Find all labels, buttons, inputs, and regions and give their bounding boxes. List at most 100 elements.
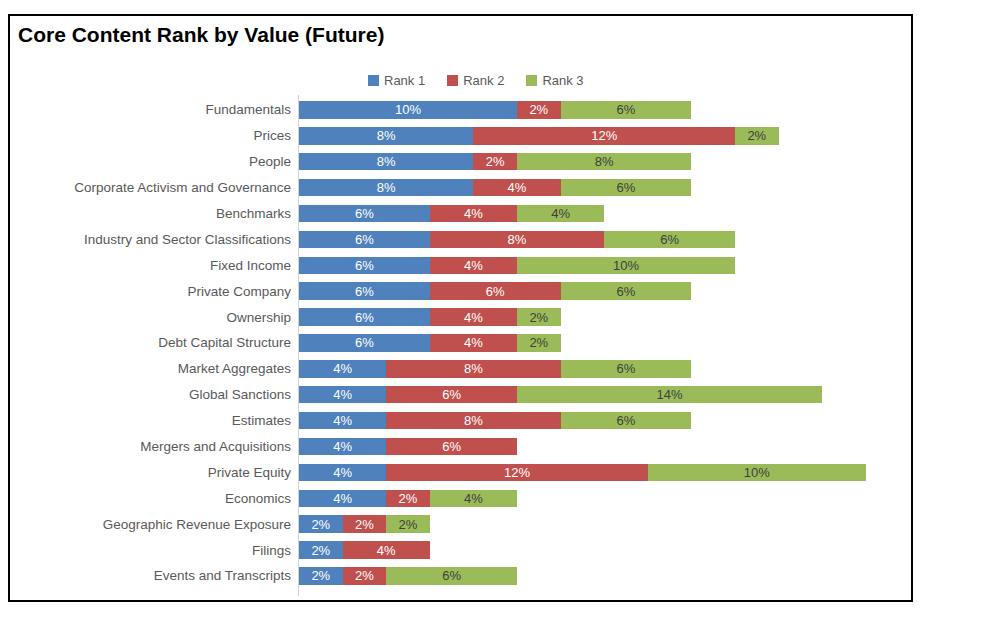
bar-segment-rank-2: 8% [386, 412, 560, 430]
bar-segment-rank-3: 6% [386, 567, 517, 585]
bar-stack: 8%2%8% [299, 153, 691, 171]
chart-page: Core Content Rank by Value (Future) Rank… [0, 0, 993, 619]
category-label: Debt Capital Structure [10, 335, 299, 350]
bar-segment-rank-3: 6% [561, 282, 692, 300]
bar-segment-rank-1: 4% [299, 438, 386, 456]
category-label: Mergers and Acquisitions [10, 439, 299, 454]
category-label: Industry and Sector Classifications [10, 232, 299, 247]
value-label: 12% [504, 465, 530, 480]
bar-segment-rank-3: 6% [561, 412, 692, 430]
chart-row: Market Aggregates4%8%6% [10, 356, 911, 382]
legend-item: Rank 2 [447, 73, 504, 88]
bar-stack: 4% 12% 10% [299, 464, 866, 482]
legend-swatch-icon [368, 75, 379, 86]
value-label: 6% [355, 310, 374, 325]
category-label: Global Sanctions [10, 387, 299, 402]
bar-segment-rank-2: 2% [343, 567, 387, 585]
bar-stack: 4%2%4% [299, 490, 517, 508]
value-label: 8% [464, 413, 483, 428]
chart-row: People8%2%8% [10, 149, 911, 175]
bar-segment-rank-1: 4% [299, 412, 386, 430]
chart-row: Filings2%4% [10, 537, 911, 563]
value-label: 4% [464, 310, 483, 325]
value-label: 14% [657, 387, 683, 402]
value-label: 4% [551, 206, 570, 221]
chart-row: Fundamentals10%2%6% [10, 97, 911, 123]
bar-segment-rank-1: 6% [299, 282, 430, 300]
bar-segment-rank-1: 6% [299, 257, 430, 275]
legend-swatch-icon [526, 75, 537, 86]
legend-label: Rank 3 [542, 73, 583, 88]
category-label: Geographic Revenue Exposure [10, 517, 299, 532]
bar-segment-rank-3: 4% [430, 490, 517, 508]
bar-segment-rank-3: 6% [604, 231, 735, 249]
bar-stack: 4%6% [299, 438, 517, 456]
legend-item: Rank 1 [368, 73, 425, 88]
value-label: 6% [442, 568, 461, 583]
value-label: 6% [617, 413, 636, 428]
value-label: 2% [355, 517, 374, 532]
value-label: 6% [355, 284, 374, 299]
chart-row: Corporate Activism and Governance8%4%6% [10, 175, 911, 201]
bar-stack: 4%6%14% [299, 386, 822, 404]
legend-item: Rank 3 [526, 73, 583, 88]
category-label: Economics [10, 491, 299, 506]
value-label: 4% [464, 335, 483, 350]
bar-segment-rank-2: 2% [473, 153, 517, 171]
value-label: 6% [442, 387, 461, 402]
value-label: 6% [617, 361, 636, 376]
bar-stack: 8%12%2% [299, 127, 779, 145]
value-label: 4% [377, 543, 396, 558]
bar-segment-rank-2: 8% [430, 231, 604, 249]
bar-stack: 6%4%4% [299, 205, 604, 223]
bar-segment-rank-3: 6% [561, 179, 692, 197]
bar-segment-rank-1: 8% [299, 153, 473, 171]
value-label: 6% [355, 232, 374, 247]
bar-segment-rank-2: 4% [430, 257, 517, 275]
value-label: 2% [399, 491, 418, 506]
bar-segment-rank-1: 4% [299, 360, 386, 378]
chart-row: Private Company6%6%6% [10, 278, 911, 304]
category-label: Fixed Income [10, 258, 299, 273]
value-label: 2% [399, 517, 418, 532]
category-label: Fundamentals [10, 102, 299, 117]
bar-segment-rank-2: 4% [343, 541, 430, 559]
value-label: 2% [529, 335, 548, 350]
value-label: 10% [613, 258, 639, 273]
bar-segment-rank-1: 8% [299, 179, 473, 197]
bar-segment-rank-2: 6% [386, 386, 517, 404]
category-label: Ownership [10, 310, 299, 325]
legend-label: Rank 2 [463, 73, 504, 88]
chart-row: Estimates4%8%6% [10, 408, 911, 434]
bar-segment-rank-3: 2% [386, 515, 430, 533]
legend-swatch-icon [447, 75, 458, 86]
value-label: 6% [617, 284, 636, 299]
bar-stack: 6% 8% 6% [299, 231, 735, 249]
value-label: 6% [617, 102, 636, 117]
bar-stack: 6% 4% 2% [299, 334, 561, 352]
bar-segment-rank-3: 6% [561, 360, 692, 378]
bar-segment-rank-1: 8% [299, 127, 473, 145]
bar-stack: 6% 4% 2% [299, 308, 561, 326]
bar-segment-rank-1: 10% [299, 101, 517, 119]
bar-segment-rank-1: 6% [299, 334, 430, 352]
chart-frame: Core Content Rank by Value (Future) Rank… [8, 14, 913, 602]
bar-stack: 6%4% 10% [299, 257, 735, 275]
category-label: Market Aggregates [10, 361, 299, 376]
chart-row: Fixed Income6%4% 10% [10, 252, 911, 278]
value-label: 8% [508, 232, 527, 247]
bar-segment-rank-2: 12% [473, 127, 735, 145]
bar-segment-rank-1: 4% [299, 464, 386, 482]
value-label: 10% [744, 465, 770, 480]
bar-segment-rank-3: 8% [517, 153, 691, 171]
bar-segment-rank-3: 2% [517, 308, 561, 326]
bar-segment-rank-1: 2% [299, 515, 343, 533]
value-label: 8% [377, 154, 396, 169]
category-label: Private Equity [10, 465, 299, 480]
bar-segment-rank-3: 10% [517, 257, 735, 275]
bar-segment-rank-1: 6% [299, 231, 430, 249]
chart-row: Private Equity4% 12% 10% [10, 459, 911, 485]
value-label: 4% [464, 491, 483, 506]
chart-row: Geographic Revenue Exposure2%2%2% [10, 511, 911, 537]
value-label: 8% [377, 128, 396, 143]
